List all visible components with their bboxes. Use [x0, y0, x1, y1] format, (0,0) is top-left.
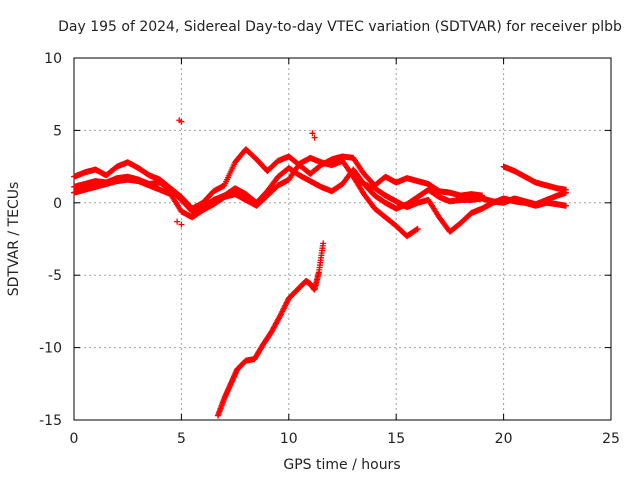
- x-tick-label: 25: [602, 431, 620, 447]
- series-track-f: [214, 240, 327, 419]
- data-point: [562, 202, 569, 209]
- data-point: [309, 130, 316, 137]
- plot-frame: [73, 57, 612, 421]
- grid-lines: [74, 58, 611, 420]
- x-tick-label: 15: [387, 431, 405, 447]
- series-outliers: [174, 117, 318, 228]
- x-tick-label: 5: [177, 431, 186, 447]
- axis-ticks: [73, 57, 612, 421]
- y-tick-label: 0: [53, 196, 62, 212]
- y-tick-label: 5: [53, 123, 62, 139]
- data-point: [178, 118, 185, 125]
- x-tick-label: 10: [280, 431, 298, 447]
- data-point: [320, 240, 327, 247]
- y-tick-label: -5: [48, 268, 62, 284]
- y-tick-label: -10: [39, 341, 62, 357]
- x-tick-labels: 0 5 10 15 20 25: [70, 431, 620, 447]
- series-track-d: [354, 178, 569, 235]
- y-tick-label: 10: [44, 51, 62, 67]
- y-tick-label: -15: [39, 413, 62, 429]
- data-point: [178, 221, 185, 228]
- x-axis-label: GPS time / hours: [283, 457, 400, 473]
- data-point: [174, 218, 181, 225]
- x-tick-label: 0: [70, 431, 79, 447]
- y-axis-label: SDTVAR / TECUs: [6, 182, 22, 297]
- data-point: [562, 186, 569, 193]
- chart-title: Day 195 of 2024, Sidereal Day-to-day VTE…: [58, 19, 622, 35]
- series-track-c: [71, 154, 421, 240]
- data-point: [311, 134, 318, 141]
- data-point: [414, 225, 421, 232]
- data-marks: [71, 117, 569, 419]
- series-track-e: [500, 163, 569, 193]
- x-tick-label: 20: [495, 431, 513, 447]
- y-tick-labels: 10 5 0 -5 -10 -15: [39, 51, 62, 429]
